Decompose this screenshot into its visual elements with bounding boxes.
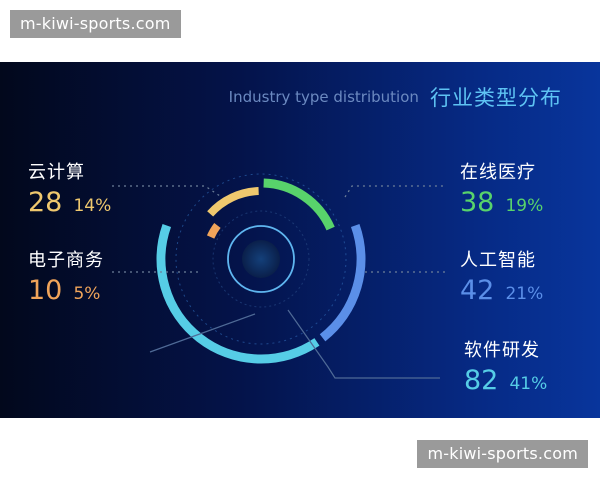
chart-title-text: 行业类型分布 [430,86,562,110]
slice-name: 软件研发 [464,340,540,361]
slice-arc-cloud-computing [207,187,259,217]
slice-arc-software-dev [156,223,320,364]
watermark-top: m-kiwi-sports.com [10,10,181,38]
slice-name: 电子商务 [28,250,104,271]
slice-percent: 5% [73,284,101,304]
slice-arc-online-medical [263,178,335,231]
slice-percent: 41% [509,374,548,394]
donut-chart [112,173,445,379]
slice-name: 人工智能 [460,250,536,271]
center-dot [242,240,280,278]
inner-ring [227,225,295,293]
slice-name: 云计算 [28,162,85,183]
leader-ecommerce-inner [149,313,256,353]
slice-name: 在线医疗 [460,162,536,183]
slice-percent: 14% [73,196,112,216]
slice-value: 42 [460,275,495,306]
label-ecommerce: 电子商务 10 5% [28,250,104,306]
slice-arc-ai [319,223,366,342]
slice-percent: 19% [505,196,544,216]
label-ai: 人工智能 42 21% [460,250,543,306]
leader-software-dev [287,309,440,379]
outer-dotted-ring [175,173,347,345]
leader-cloud-computing [112,185,221,197]
chart-subtitle: Industry type distribution [228,88,419,106]
leader-online-medical [344,185,445,198]
chart-title: Industry type distribution 行业类型分布 [229,82,562,112]
center-decoration [175,173,347,345]
slice-arc-ecommerce [206,223,221,239]
slice-value: 10 [28,275,63,306]
label-cloud-computing: 云计算 28 14% [28,162,111,218]
watermark-bottom: m-kiwi-sports.com [417,440,588,468]
slice-value: 38 [460,187,495,218]
slice-percent: 21% [505,284,544,304]
label-software-dev: 软件研发 82 41% [464,340,547,396]
chart-panel: Industry type distribution 行业类型分布 云计算 28… [0,62,600,418]
middle-dotted-ring [212,210,310,308]
label-online-medical: 在线医疗 38 19% [460,162,543,218]
slice-value: 28 [28,187,63,218]
slice-value: 82 [464,365,499,396]
